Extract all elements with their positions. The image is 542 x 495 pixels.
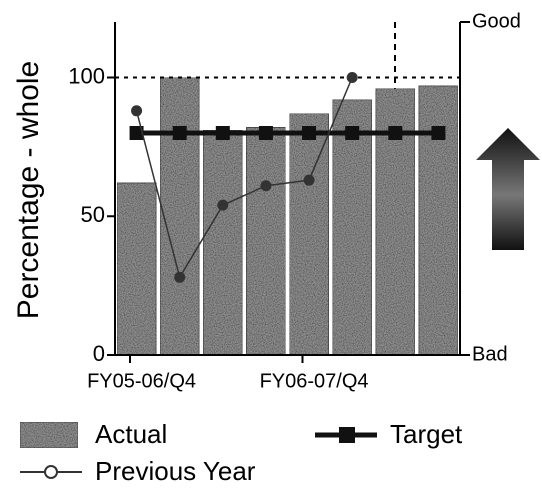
marker: [346, 72, 358, 83]
direction-arrow: [476, 128, 540, 250]
legend-swatch: [339, 427, 355, 443]
legend-label: Target: [390, 419, 463, 449]
marker: [174, 271, 186, 283]
y-tick-label: 0: [93, 341, 105, 366]
y-axis-label: Percentage - whole: [12, 61, 45, 320]
bar: [116, 182, 157, 356]
marker: [388, 126, 403, 140]
good-label: Good: [472, 10, 521, 32]
legend: Actual Target Previous Year: [19, 419, 463, 486]
bar: [289, 113, 330, 356]
marker: [129, 126, 144, 140]
legend-label: Actual: [95, 419, 167, 449]
marker: [302, 126, 317, 140]
x-tick-label: FY05-06/Q4: [87, 370, 196, 392]
legend-label: Previous Year: [95, 456, 256, 486]
marker: [172, 126, 187, 140]
marker: [431, 126, 446, 140]
bar: [245, 126, 286, 356]
marker: [215, 126, 230, 140]
marker: [131, 105, 143, 117]
legend-swatch: [44, 465, 58, 479]
bar: [159, 77, 200, 356]
bar: [202, 129, 243, 356]
series-line: [135, 77, 353, 280]
marker: [303, 174, 315, 186]
marker: [217, 199, 229, 211]
y-tick-label: 50: [81, 202, 105, 227]
x-tick-label: FY06-07/Q4: [260, 370, 369, 392]
marker: [260, 180, 272, 192]
marker: [345, 126, 360, 140]
y-tick-label: 100: [68, 63, 105, 88]
bad-label: Bad: [472, 343, 508, 365]
legend-swatch: [19, 421, 79, 449]
bar: [332, 99, 373, 356]
marker: [258, 126, 273, 140]
